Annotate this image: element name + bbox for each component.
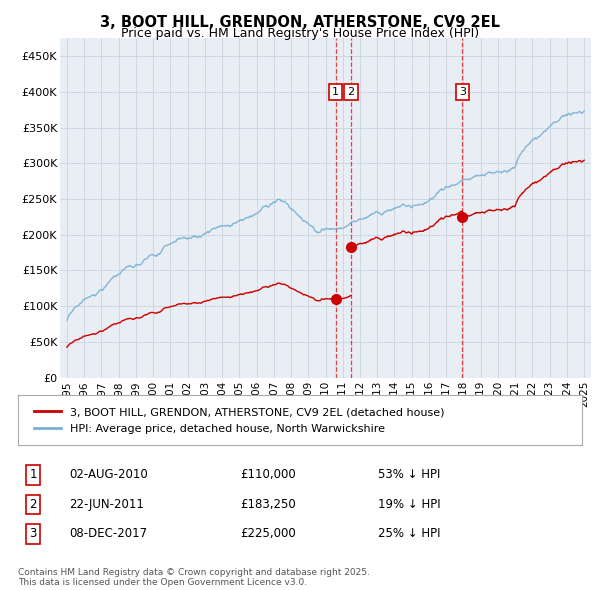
- Text: 08-DEC-2017: 08-DEC-2017: [69, 527, 147, 540]
- Text: 3, BOOT HILL, GRENDON, ATHERSTONE, CV9 2EL: 3, BOOT HILL, GRENDON, ATHERSTONE, CV9 2…: [100, 15, 500, 30]
- Text: 2: 2: [347, 87, 355, 97]
- Text: 19% ↓ HPI: 19% ↓ HPI: [378, 498, 440, 511]
- Text: 1: 1: [332, 87, 339, 97]
- Text: £225,000: £225,000: [240, 527, 296, 540]
- Text: 3: 3: [459, 87, 466, 97]
- Text: Price paid vs. HM Land Registry's House Price Index (HPI): Price paid vs. HM Land Registry's House …: [121, 27, 479, 40]
- Text: Contains HM Land Registry data © Crown copyright and database right 2025.
This d: Contains HM Land Registry data © Crown c…: [18, 568, 370, 587]
- Legend: 3, BOOT HILL, GRENDON, ATHERSTONE, CV9 2EL (detached house), HPI: Average price,: 3, BOOT HILL, GRENDON, ATHERSTONE, CV9 2…: [29, 402, 449, 438]
- Text: 25% ↓ HPI: 25% ↓ HPI: [378, 527, 440, 540]
- Text: £110,000: £110,000: [240, 468, 296, 481]
- Text: 3: 3: [29, 527, 37, 540]
- Text: 2: 2: [29, 498, 37, 511]
- Text: 53% ↓ HPI: 53% ↓ HPI: [378, 468, 440, 481]
- Text: 1: 1: [29, 468, 37, 481]
- Text: £183,250: £183,250: [240, 498, 296, 511]
- Text: 02-AUG-2010: 02-AUG-2010: [69, 468, 148, 481]
- Text: 22-JUN-2011: 22-JUN-2011: [69, 498, 144, 511]
